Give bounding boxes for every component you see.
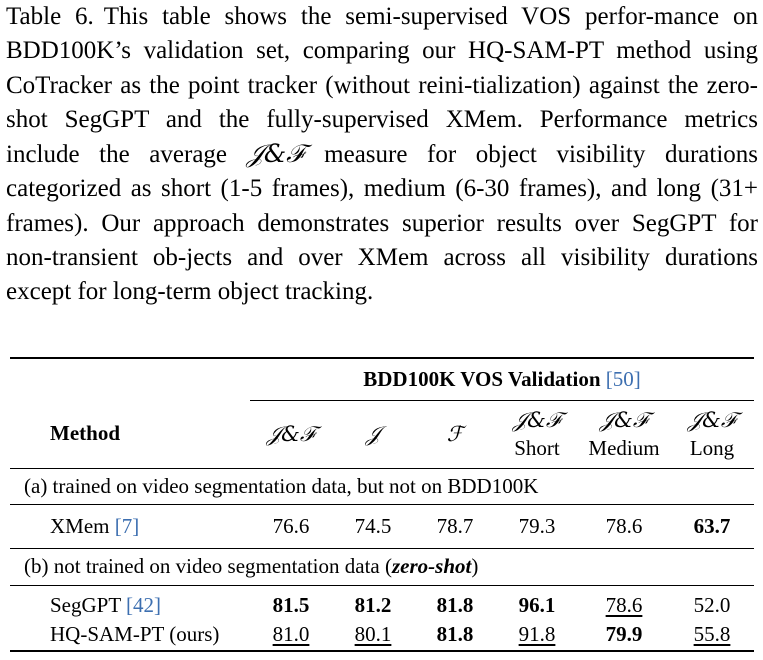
- value-cell: 55.8: [693, 622, 731, 646]
- section-b-label: (b) not trained on video segmentation da…: [24, 554, 479, 578]
- method-cell: XMem [7]: [50, 513, 140, 538]
- method-header: Method: [50, 421, 120, 446]
- value-cell: 76.6: [272, 513, 310, 538]
- citation-link[interactable]: [42]: [126, 592, 162, 617]
- value-cell: 79.3: [518, 513, 556, 538]
- value-cell: 96.1: [518, 592, 556, 617]
- section-a-label: (a) trained on video segmentation data, …: [24, 473, 539, 498]
- col-header-jf-medium: 𝒥&ℱ Medium: [588, 408, 660, 460]
- method-cell: SegGPT [42]: [50, 592, 162, 617]
- value-cell: 78.6: [605, 513, 643, 538]
- group-header: BDD100K VOS Validation [50]: [250, 358, 754, 401]
- table-row: HQ-SAM-PT (ours) 81.0 80.1 81.8 91.8 79.…: [10, 619, 754, 651]
- value-cell: 74.5: [354, 513, 392, 538]
- value-cell: 81.0: [272, 622, 310, 646]
- results-table: BDD100K VOS Validation [50] Method 𝒥&ℱ 𝒥…: [10, 357, 754, 652]
- col-header-f: ℱ: [446, 421, 464, 446]
- value-cell: 80.1: [354, 622, 392, 646]
- value-cell: 63.7: [693, 513, 731, 538]
- caption-text-1: This table shows the semi-supervised VOS…: [6, 3, 758, 169]
- group-citation[interactable]: [50]: [605, 366, 641, 391]
- value-cell: 79.9: [605, 622, 643, 646]
- table-row: SegGPT [42] 81.5 81.2 81.8 96.1 78.6 52.…: [10, 585, 754, 619]
- method-cell: HQ-SAM-PT (ours): [50, 622, 220, 646]
- table-row: XMem [7] 76.6 74.5 78.7 79.3 78.6 63.7: [10, 504, 754, 548]
- value-cell: 81.2: [354, 592, 392, 617]
- value-cell: 81.8: [436, 592, 474, 617]
- value-cell: 81.8: [436, 622, 474, 646]
- caption-metric: 𝒥&ℱ: [246, 139, 305, 169]
- citation-link[interactable]: [7]: [114, 513, 140, 538]
- value-cell: 78.6: [605, 592, 643, 617]
- value-cell: 78.7: [436, 513, 474, 538]
- caption-text-2: measure for object visibility durations …: [6, 141, 758, 306]
- col-header-j: 𝒥: [365, 421, 381, 446]
- table-caption: Table 6. This table shows the semi-superv…: [6, 0, 758, 310]
- value-cell: 91.8: [518, 622, 556, 646]
- value-cell: 81.5: [272, 592, 310, 617]
- header-spacer: [10, 358, 250, 400]
- results-table-wrapper: BDD100K VOS Validation [50] Method 𝒥&ℱ 𝒥…: [10, 357, 754, 652]
- caption-label: Table 6.: [6, 3, 94, 30]
- col-header-jf-short: 𝒥&ℱ Short: [512, 408, 562, 460]
- col-header-jf: 𝒥&ℱ: [266, 421, 316, 446]
- col-header-jf-long: 𝒥&ℱ Long: [687, 408, 737, 460]
- value-cell: 52.0: [693, 592, 731, 617]
